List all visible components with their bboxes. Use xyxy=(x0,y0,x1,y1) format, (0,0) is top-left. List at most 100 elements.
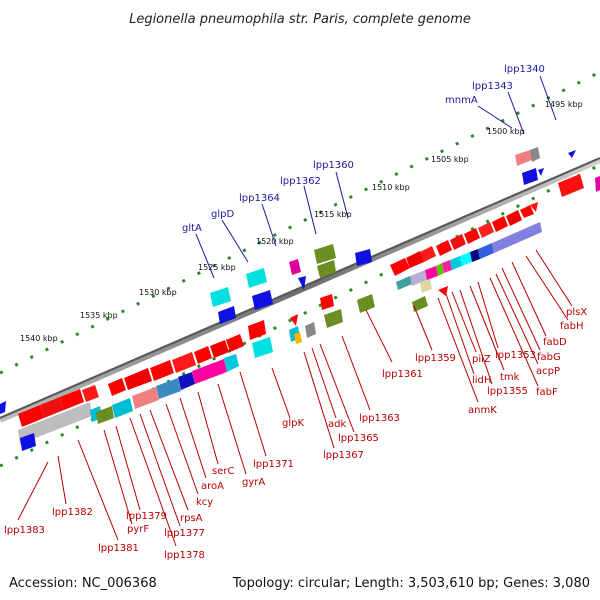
gene-label: kcy xyxy=(196,497,213,508)
gene-feature xyxy=(248,320,266,340)
gene-feature xyxy=(20,433,36,451)
gene-feature xyxy=(290,314,298,326)
gene-label: mnmA xyxy=(445,95,478,106)
gene-feature xyxy=(210,340,229,358)
gene-label: lpp1371 xyxy=(253,459,294,470)
gene-feature xyxy=(450,234,466,250)
map-title: Legionella pneumophila str. Paris, compl… xyxy=(129,12,471,27)
gene-label: fabD xyxy=(543,337,567,348)
gene-feature xyxy=(172,352,196,373)
gene-label: fabG xyxy=(537,352,561,363)
gene-feature xyxy=(60,389,84,410)
gene-feature xyxy=(18,402,92,444)
gene-feature xyxy=(478,243,494,259)
gene-feature xyxy=(317,260,336,278)
accession-text: Accession: NC_006368 xyxy=(9,576,157,591)
gene-label: fabH xyxy=(560,321,584,332)
gene-feature xyxy=(210,287,231,307)
gene-feature xyxy=(298,276,306,290)
gene-feature xyxy=(530,202,538,212)
gene-feature xyxy=(108,378,126,396)
gene-feature xyxy=(515,150,532,166)
gene-feature xyxy=(568,150,576,158)
gene-feature xyxy=(218,306,236,324)
gene-label: glpD xyxy=(211,209,234,220)
gene-label: lpp1367 xyxy=(323,450,364,461)
gene-label: adk xyxy=(328,419,346,430)
gene-feature xyxy=(442,260,452,273)
gene-label: lpp1364 xyxy=(239,193,280,204)
gene-feature xyxy=(324,309,343,328)
gene-label: lpp1361 xyxy=(382,369,423,380)
gene-feature xyxy=(420,246,436,262)
gene-feature xyxy=(150,360,174,381)
tick-label: 1515 kbp xyxy=(314,210,352,219)
gene-label: glpK xyxy=(282,418,304,429)
gene-label: aroA xyxy=(201,481,224,492)
gene-label: rpsA xyxy=(180,513,203,524)
gene-feature xyxy=(355,249,372,266)
gene-feature xyxy=(436,263,444,276)
gene-label: lidH xyxy=(472,375,491,386)
gene-feature xyxy=(0,401,6,414)
gene-feature xyxy=(412,296,428,312)
gene-feature xyxy=(425,266,438,280)
gene-label: pyrF xyxy=(127,524,149,535)
topology-text: Topology: circular; Length: 3,503,610 bp… xyxy=(232,576,590,591)
gene-feature xyxy=(420,279,432,293)
gene-label: acpP xyxy=(536,366,560,377)
gene-label: pilZ xyxy=(472,354,491,365)
gene-feature xyxy=(450,256,462,270)
gene-feature xyxy=(530,147,540,162)
gene-feature xyxy=(506,210,522,226)
tick-label: 1495 kbp xyxy=(545,100,583,109)
gene-feature xyxy=(558,174,584,197)
gene-label: tmk xyxy=(500,372,520,383)
gene-feature xyxy=(410,270,427,286)
tick-label: 1535 kbp xyxy=(80,311,118,320)
gene-feature xyxy=(18,405,44,427)
gene-feature xyxy=(96,406,114,424)
gene-feature xyxy=(595,176,600,192)
gene-label: lpp1353 xyxy=(495,350,536,361)
bottom-labels: plsX fabH fabD fabG acpP fabF lpp1353 tm… xyxy=(4,307,587,561)
tick-label: 1530 kbp xyxy=(139,288,177,297)
gene-label: lpp1377 xyxy=(164,528,205,539)
gene-feature xyxy=(492,216,508,232)
gene-label: lpp1362 xyxy=(280,176,321,187)
tick-label: 1540 kbp xyxy=(20,334,58,343)
gene-feature xyxy=(40,397,64,418)
gene-feature xyxy=(156,378,181,399)
gene-feature xyxy=(178,372,195,390)
gene-feature xyxy=(396,276,412,290)
gene-feature xyxy=(112,398,133,418)
gene-label: serC xyxy=(212,466,234,477)
top-labels: lpp1340 lpp1343 mnmA lpp1360 lpp1362 lpp… xyxy=(182,64,545,234)
gene-label: gltA xyxy=(182,223,202,234)
gene-feature xyxy=(357,294,375,313)
gene-feature xyxy=(305,322,316,338)
gene-feature xyxy=(538,168,544,176)
gene-feature xyxy=(438,286,448,296)
bottom-leader-lines xyxy=(17,249,573,547)
gene-feature xyxy=(520,205,534,218)
gene-label: lpp1355 xyxy=(487,386,528,397)
gene-feature xyxy=(224,354,239,372)
gene-label: fabF xyxy=(536,387,558,398)
gene-label: lpp1360 xyxy=(313,160,354,171)
tick-label: 1510 kbp xyxy=(372,183,410,192)
gene-feature xyxy=(406,251,424,268)
gene-feature xyxy=(436,240,452,256)
genome-backbone xyxy=(0,157,600,423)
gene-label: lpp1382 xyxy=(52,507,93,518)
gene-label: lpp1343 xyxy=(472,81,513,92)
gene-feature xyxy=(478,222,494,238)
gene-feature xyxy=(252,337,273,358)
gene-label: plsX xyxy=(566,307,587,318)
gene-feature xyxy=(294,332,302,344)
gene-label: lpp1365 xyxy=(338,433,379,444)
gene-label: lpp1383 xyxy=(4,525,45,536)
tick-label: 1525 kbp xyxy=(198,263,236,272)
gene-label: lpp1359 xyxy=(415,353,456,364)
